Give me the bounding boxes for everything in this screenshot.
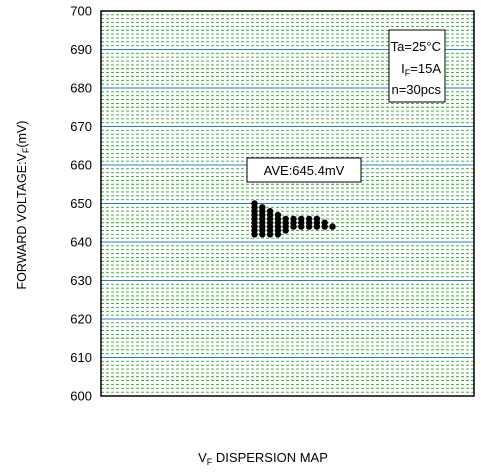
y-tick-labels: 600 610 620 630 640 650 660 670 680 690 700 xyxy=(70,4,92,404)
y-tick-label: 660 xyxy=(70,158,92,173)
grid-lines xyxy=(101,14,474,393)
condition-n: n=30pcs xyxy=(391,82,441,97)
y-tick-label: 630 xyxy=(70,273,92,288)
condition-if: IF=15A xyxy=(401,61,441,78)
y-tick-label: 680 xyxy=(70,81,92,96)
data-point xyxy=(321,219,328,226)
data-point xyxy=(305,215,313,223)
data-point xyxy=(259,204,266,211)
y-tick-label: 640 xyxy=(70,235,92,250)
data-point xyxy=(329,223,336,230)
y-tick-label: 600 xyxy=(70,389,92,404)
conditions-box: Ta=25°C IF=15A n=30pcs xyxy=(388,29,446,103)
average-label: AVE:645.4mV xyxy=(264,163,345,178)
y-tick-label: 620 xyxy=(70,312,92,327)
average-box: AVE:645.4mV xyxy=(246,157,362,183)
data-point xyxy=(313,215,321,223)
chart-caption: VF DISPERSION MAP xyxy=(198,450,328,467)
condition-ta: Ta=25°C xyxy=(391,39,441,54)
data-point xyxy=(298,215,305,223)
y-tick-label: 690 xyxy=(70,42,92,57)
y-tick-label: 700 xyxy=(70,4,92,19)
y-tick-label: 610 xyxy=(70,350,92,365)
data-points xyxy=(251,200,336,238)
data-point xyxy=(290,215,297,223)
plot-frame xyxy=(100,10,475,397)
y-axis-label: FORWARD VOLTAGE:VF(mV) xyxy=(15,121,31,290)
data-point xyxy=(282,215,289,223)
data-point xyxy=(251,200,258,207)
y-tick-label: 650 xyxy=(70,196,92,211)
y-tick-label: 670 xyxy=(70,119,92,134)
data-point xyxy=(266,208,274,215)
data-point xyxy=(274,211,282,219)
